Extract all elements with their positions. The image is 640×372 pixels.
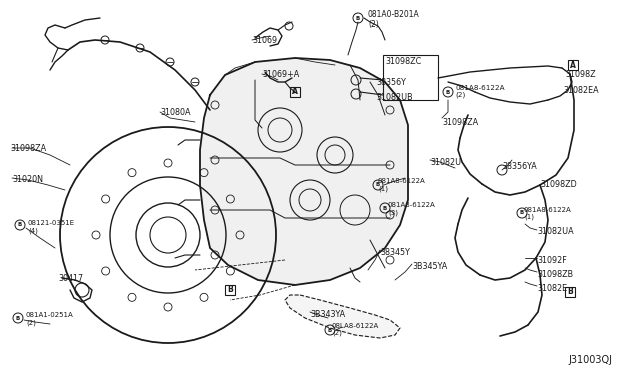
- Text: 31069+A: 31069+A: [262, 70, 300, 79]
- Text: B: B: [16, 315, 20, 321]
- Text: 081A1-0251A
(2): 081A1-0251A (2): [26, 312, 74, 326]
- Text: B: B: [18, 222, 22, 228]
- Text: J31003QJ: J31003QJ: [568, 355, 612, 365]
- Bar: [383, 55, 438, 100]
- Text: A: A: [570, 61, 576, 70]
- Text: 31082EA: 31082EA: [563, 86, 598, 95]
- Text: 38356YA: 38356YA: [502, 162, 537, 171]
- Text: 31082E: 31082E: [537, 284, 567, 293]
- Text: B: B: [446, 90, 450, 94]
- Bar: [290, 87, 300, 97]
- Text: B: B: [567, 288, 573, 296]
- Text: A: A: [292, 87, 298, 96]
- Text: 31098ZD: 31098ZD: [540, 180, 577, 189]
- Text: 31098ZA: 31098ZA: [10, 144, 46, 153]
- Text: 31082U: 31082U: [430, 158, 461, 167]
- Text: 081A8-6122A
(1): 081A8-6122A (1): [524, 207, 572, 221]
- Text: 31080A: 31080A: [160, 108, 191, 117]
- Text: 31092F: 31092F: [537, 256, 567, 265]
- Text: 31098Z: 31098Z: [565, 70, 596, 79]
- Text: 081A8-6122A
(2): 081A8-6122A (2): [455, 85, 504, 99]
- Text: 38345Y: 38345Y: [380, 248, 410, 257]
- Text: 31098ZB: 31098ZB: [537, 270, 573, 279]
- Text: 31020N: 31020N: [12, 175, 43, 184]
- Text: 31082UB: 31082UB: [376, 93, 413, 102]
- Text: 3B345YA: 3B345YA: [412, 262, 447, 271]
- Bar: [568, 60, 578, 70]
- Text: B: B: [356, 16, 360, 20]
- Text: 31098ZA: 31098ZA: [442, 118, 478, 127]
- Text: 081A8-6122A
(3): 081A8-6122A (3): [388, 202, 436, 215]
- Text: B: B: [376, 183, 380, 187]
- Text: 08LA8-6122A
(2): 08LA8-6122A (2): [332, 323, 380, 337]
- Text: B: B: [227, 285, 233, 295]
- Text: 3B343YA: 3B343YA: [310, 310, 345, 319]
- Text: 08121-0351E
(4): 08121-0351E (4): [28, 220, 75, 234]
- Bar: [565, 287, 575, 297]
- Text: 38356Y: 38356Y: [376, 78, 406, 87]
- Text: 081A8-6122A
(1): 081A8-6122A (1): [378, 178, 426, 192]
- Polygon shape: [285, 295, 400, 338]
- Text: 081A0-B201A
(2): 081A0-B201A (2): [368, 10, 420, 29]
- Text: 31082UA: 31082UA: [537, 227, 573, 236]
- Text: 30417: 30417: [58, 274, 83, 283]
- Text: B: B: [520, 211, 524, 215]
- Text: 31069: 31069: [252, 36, 277, 45]
- Text: 31098ZC: 31098ZC: [385, 57, 421, 66]
- Polygon shape: [200, 58, 408, 285]
- Text: B: B: [328, 327, 332, 333]
- Bar: [225, 285, 235, 295]
- Text: B: B: [383, 205, 387, 211]
